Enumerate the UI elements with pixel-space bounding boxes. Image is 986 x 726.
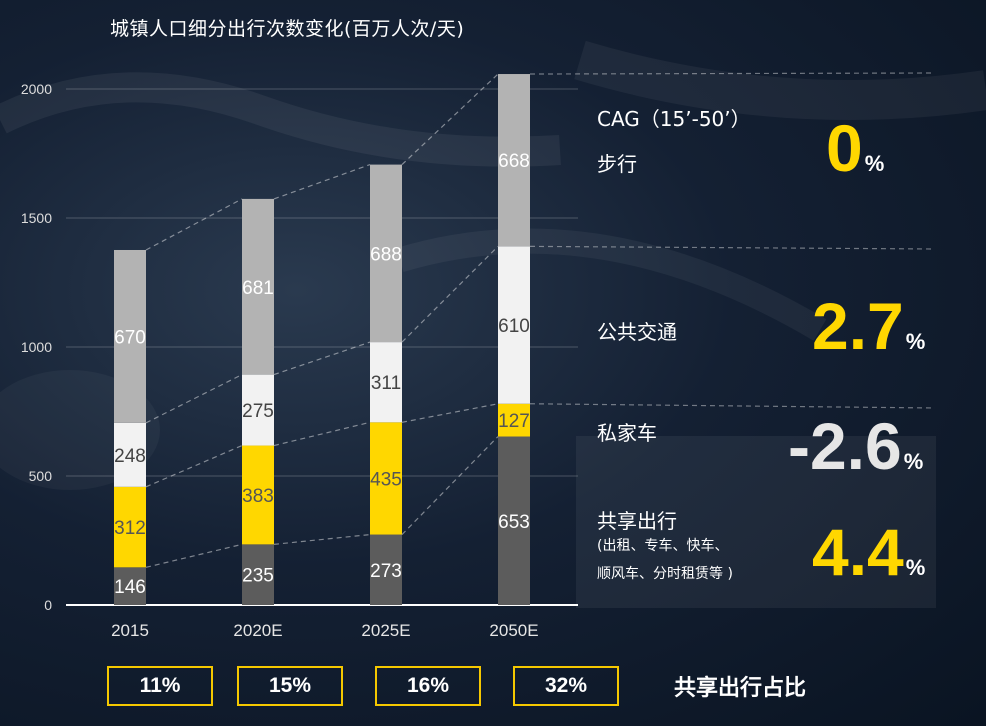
data-label: 273 xyxy=(370,561,402,582)
connector-line xyxy=(401,436,499,535)
connector-line xyxy=(145,198,243,251)
connector-line xyxy=(273,421,371,447)
data-label: 248 xyxy=(114,446,146,467)
data-label: 127 xyxy=(498,411,530,432)
data-label: 311 xyxy=(371,373,401,394)
x-tick-label: 2050E xyxy=(489,621,538,640)
bar-segment xyxy=(242,544,274,605)
bar-segment xyxy=(242,445,274,545)
x-tick-label: 2015 xyxy=(111,621,149,640)
y-tick-label: 0 xyxy=(44,597,52,613)
bar-segment xyxy=(498,403,530,437)
connector-line xyxy=(401,245,499,343)
y-tick-label: 500 xyxy=(29,468,53,484)
connector-line xyxy=(145,374,243,424)
cagr-label-private-car: 私家车 xyxy=(597,421,657,445)
x-tick-label: 2020E xyxy=(233,621,282,640)
chart-title: 城镇人口细分出行次数变化(百万人次/天) xyxy=(110,18,465,40)
connector-line xyxy=(401,73,499,166)
share-box-2020e: 15% xyxy=(237,666,343,706)
cagr-header: CAG（15’-50’） xyxy=(597,107,751,131)
connector-line xyxy=(273,341,371,376)
guide-line xyxy=(529,403,936,409)
data-label: 235 xyxy=(242,566,274,587)
data-label: 670 xyxy=(114,327,146,348)
share-box-2015: 11% xyxy=(107,666,213,706)
connector-line xyxy=(145,445,243,488)
data-label: 688 xyxy=(370,244,402,265)
connector-line xyxy=(401,403,499,423)
bar-segment xyxy=(370,164,402,343)
x-tick-label: 2025E xyxy=(361,621,410,640)
share-box-2025e: 16% xyxy=(375,666,481,706)
bar-segment xyxy=(242,198,274,375)
guide-line xyxy=(529,245,936,250)
connector-line xyxy=(273,164,371,200)
bar-segment xyxy=(114,249,146,423)
bar-segment xyxy=(370,422,402,535)
cagr-panel-shade xyxy=(576,436,936,608)
data-label: 610 xyxy=(498,316,530,337)
data-label: 146 xyxy=(114,577,146,598)
bar-segment xyxy=(114,567,146,605)
data-label: 668 xyxy=(498,151,530,172)
data-label: 435 xyxy=(370,469,402,490)
cagr-label-public-transit: 公共交通 xyxy=(597,320,677,344)
share-box-2050e: 32% xyxy=(513,666,619,706)
cagr-label-walk: 步行 xyxy=(597,152,637,176)
bar-segment xyxy=(498,74,530,247)
cagr-sub-shared-line1: (出租、专车、快车、 xyxy=(597,538,729,554)
y-tick-label: 1000 xyxy=(21,339,52,355)
data-label: 275 xyxy=(242,401,274,422)
bar-segment xyxy=(242,374,274,446)
guide-line xyxy=(529,72,936,75)
y-tick-label: 1500 xyxy=(21,210,52,226)
bar-segment xyxy=(114,486,146,568)
data-label: 312 xyxy=(114,518,146,539)
data-label: 653 xyxy=(498,512,530,533)
cagr-sub-shared-line2: 顺风车、分时租赁等 ) xyxy=(597,566,733,582)
cagr-value-shared-mobility: 4.4% xyxy=(812,515,926,589)
cagr-value-walk: 0% xyxy=(826,111,885,185)
bar-segment xyxy=(114,422,146,487)
bar-segment xyxy=(370,534,402,605)
data-label: 383 xyxy=(242,486,274,507)
cagr-label-shared-mobility: 共享出行 xyxy=(597,509,677,533)
share-title: 共享出行占比 xyxy=(674,676,807,701)
connector-line xyxy=(145,543,243,568)
cagr-value-public-transit: 2.7% xyxy=(812,289,926,363)
cagr-value-private-car: -2.6% xyxy=(788,409,924,483)
data-label: 681 xyxy=(242,278,274,299)
y-tick-label: 2000 xyxy=(21,81,52,97)
bar-segment xyxy=(370,342,402,423)
connector-line xyxy=(273,533,371,545)
bar-segment xyxy=(498,246,530,404)
bar-segment xyxy=(498,436,530,605)
